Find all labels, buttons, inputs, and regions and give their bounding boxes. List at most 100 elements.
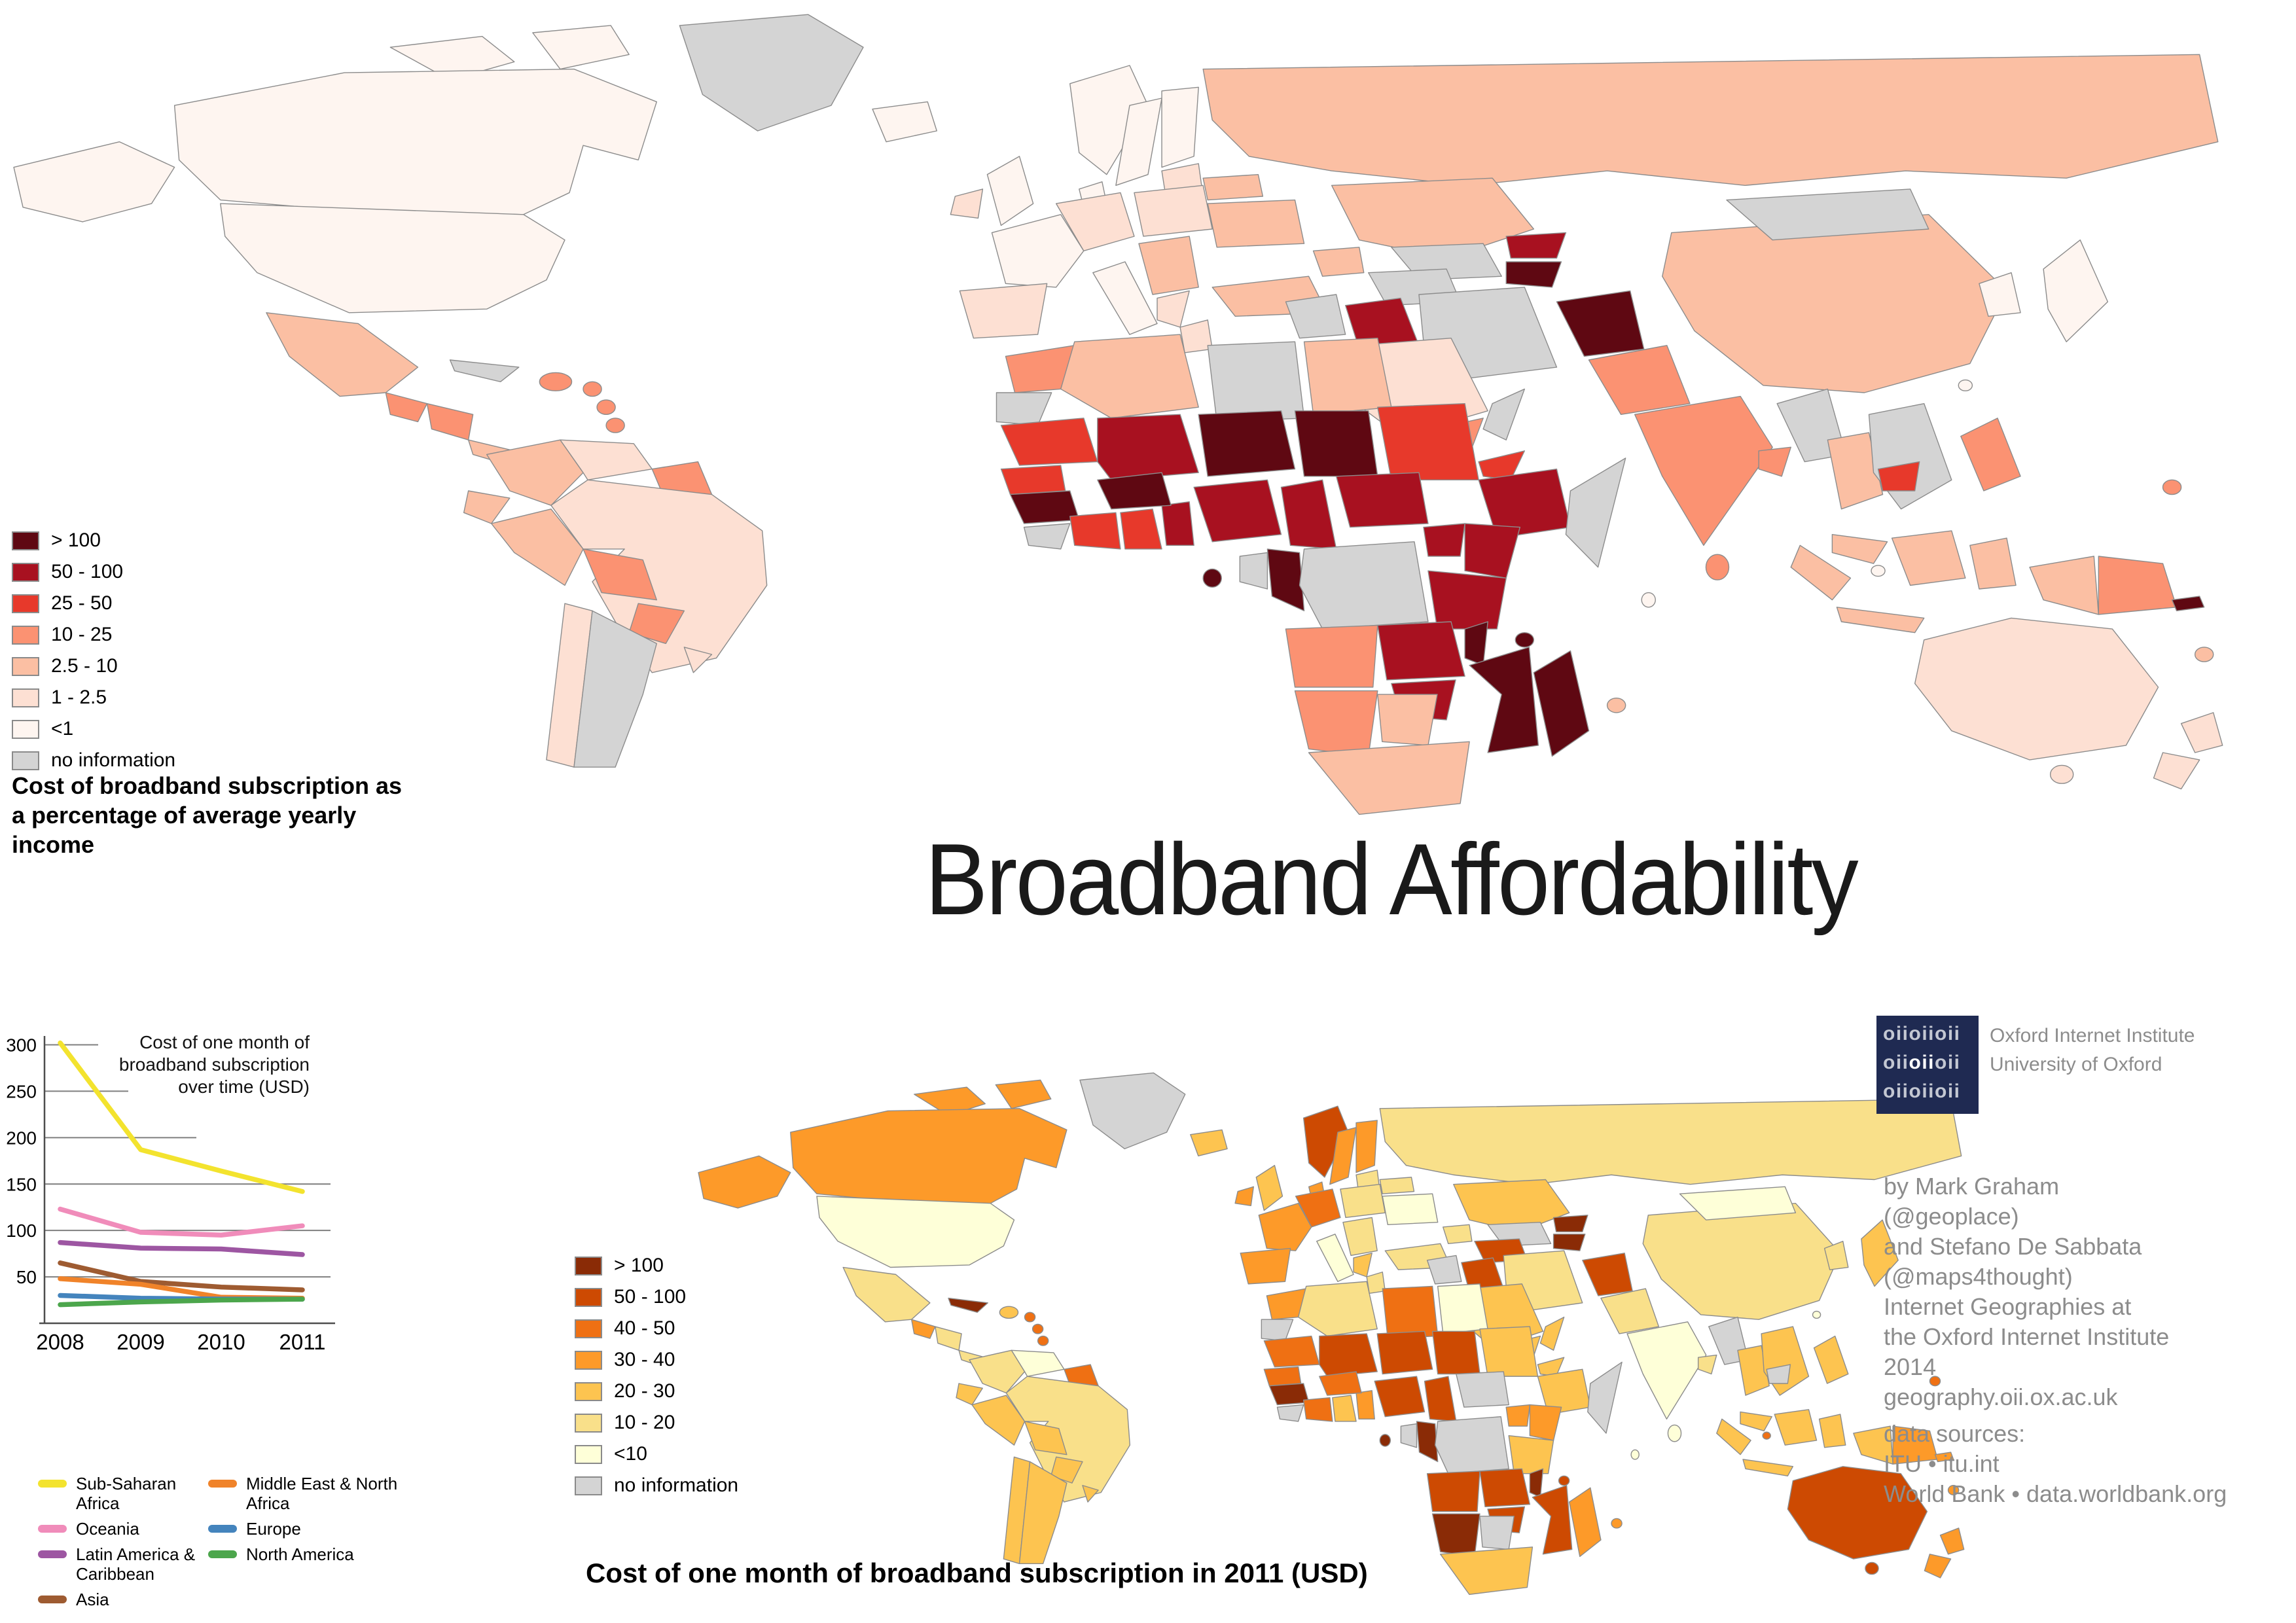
map-region-chad xyxy=(1295,411,1378,476)
oii-logo-row: oiioiioii xyxy=(1883,1023,1961,1044)
map-region-maldives xyxy=(1631,1450,1639,1459)
x-tick-label: 2011 xyxy=(279,1330,326,1354)
map-region-bolivia xyxy=(1025,1421,1067,1455)
map-income-share xyxy=(0,0,2296,818)
oii-logo-highlight: oii xyxy=(1909,1052,1935,1073)
line-chart-legend-right: Middle East & North Africa Europe North Am… xyxy=(208,1474,411,1570)
map-region-senegal xyxy=(1264,1367,1300,1386)
map-region-tanzania xyxy=(1509,1436,1553,1474)
map-region-drc xyxy=(1300,542,1428,629)
map-region-greenland xyxy=(1080,1073,1185,1149)
oii-logo: oiioiioii oiioiioii oiioiioii xyxy=(1876,1016,1979,1114)
map-region-iceland xyxy=(1191,1130,1227,1156)
legend-item: no information xyxy=(12,745,175,776)
map-region-tasmania xyxy=(1865,1562,1878,1574)
chart-legend-item: North America xyxy=(208,1544,411,1564)
map-region-colombia xyxy=(487,440,583,505)
map-region-germany xyxy=(1056,192,1134,251)
chart-legend-label: Latin America & Caribbean xyxy=(76,1544,196,1584)
map-region-ireland xyxy=(950,189,982,218)
map-region-balkans xyxy=(1139,236,1198,294)
map-region-hispaniola xyxy=(539,372,571,391)
map-region-guinea xyxy=(1269,1383,1308,1405)
map-region-mongolia xyxy=(1680,1186,1796,1220)
map-region-usa xyxy=(817,1196,1014,1268)
map-region-sierra xyxy=(1277,1405,1303,1421)
map-region-java xyxy=(1743,1459,1793,1476)
map-region-ukraine xyxy=(1208,200,1304,247)
map-region-uk xyxy=(987,156,1033,226)
map-region-usa xyxy=(221,204,565,313)
map-region-uk xyxy=(1256,1166,1282,1211)
map-region-uganda xyxy=(1424,524,1465,556)
caption-usd-2011: Cost of one month of broadband subscript… xyxy=(586,1558,1368,1588)
map-region-france xyxy=(1259,1204,1311,1251)
map-region-pakistan xyxy=(1589,346,1690,415)
credit-line: and Stefano De Sabbata xyxy=(1884,1233,2142,1260)
map-region-tanzania xyxy=(1428,571,1506,629)
map-region-bolivia xyxy=(583,549,656,600)
chart-legend-item: Oceania xyxy=(38,1519,205,1539)
map-region-malaysia xyxy=(1832,535,1887,563)
map-region-pakistan xyxy=(1601,1289,1659,1334)
legend-swatch xyxy=(575,1319,602,1338)
chart-line-sub-saharan-africa xyxy=(58,1040,305,1194)
map-region-mozambique xyxy=(1469,647,1538,753)
legend-item: 40 - 50 xyxy=(575,1313,675,1344)
map-region-bangladesh xyxy=(1698,1355,1717,1374)
map-region-carib3 xyxy=(1038,1336,1049,1346)
map-region-caucasus xyxy=(1314,247,1364,276)
map-region-sudan xyxy=(1480,1327,1537,1376)
legend-label: 1 - 2.5 xyxy=(51,687,107,708)
map-region-fiji xyxy=(1948,1486,1959,1495)
map-region-balkans xyxy=(1343,1217,1377,1255)
map-region-tunisia xyxy=(1180,320,1212,353)
map-region-madagascar xyxy=(1534,651,1588,756)
map-region-kazakhstan xyxy=(1454,1179,1570,1232)
legend-label: 20 - 30 xyxy=(614,1380,675,1402)
map-region-malawi xyxy=(1530,1469,1543,1497)
chart-legend-item: Europe xyxy=(208,1519,411,1539)
legend-item: 10 - 25 xyxy=(12,619,112,651)
map-region-drc xyxy=(1435,1417,1509,1474)
chart-legend-label: Oceania xyxy=(76,1519,139,1539)
map-region-australia xyxy=(1915,618,2159,760)
source-line: ITU • itu.int xyxy=(1884,1450,2000,1477)
map-region-uruguay xyxy=(1083,1486,1098,1502)
map-usd-2011 xyxy=(691,1063,2006,1597)
map-region-ivory xyxy=(1070,512,1121,549)
y-tick-label: 50 xyxy=(16,1267,37,1287)
legend-swatch xyxy=(12,751,39,770)
chart-line-latin-america-caribbean xyxy=(58,1240,305,1257)
map-region-italy xyxy=(1317,1234,1354,1281)
map-region-mexico xyxy=(266,313,418,397)
map-region-kazakhstan xyxy=(1332,178,1534,258)
map-region-nz_south xyxy=(1924,1554,1950,1578)
map-region-cuba xyxy=(948,1298,988,1313)
map-region-mexico xyxy=(843,1268,930,1322)
map-region-guatemala xyxy=(912,1319,935,1338)
map-region-thailand xyxy=(1738,1346,1769,1395)
map-region-japan xyxy=(1861,1220,1898,1286)
map-region-tasmania xyxy=(2051,765,2073,783)
map-region-ivory xyxy=(1304,1398,1333,1421)
chart-legend-label: Europe xyxy=(246,1519,301,1539)
map-region-congo xyxy=(1417,1421,1438,1462)
map-region-mali xyxy=(1319,1334,1377,1376)
map-region-ghana xyxy=(1121,509,1162,549)
map-region-comoros xyxy=(1559,1476,1570,1485)
map-region-mauritania xyxy=(1264,1336,1319,1367)
map-region-finland xyxy=(1356,1120,1377,1173)
map-region-argentina xyxy=(574,611,656,767)
legend-label: > 100 xyxy=(51,529,101,551)
map-region-iceland xyxy=(872,102,937,142)
map-region-nigeria xyxy=(1374,1376,1424,1417)
map-region-honduras_nicaragua xyxy=(427,404,473,440)
legend-item: 25 - 50 xyxy=(12,588,112,619)
x-tick-label: 2009 xyxy=(117,1330,164,1354)
map-region-cambodia xyxy=(1767,1364,1790,1383)
map-region-china xyxy=(1643,1204,1840,1319)
credit-line: Internet Geographies at xyxy=(1884,1293,2132,1320)
map-region-hispaniola xyxy=(999,1306,1018,1318)
map-region-paraguay xyxy=(629,603,684,643)
